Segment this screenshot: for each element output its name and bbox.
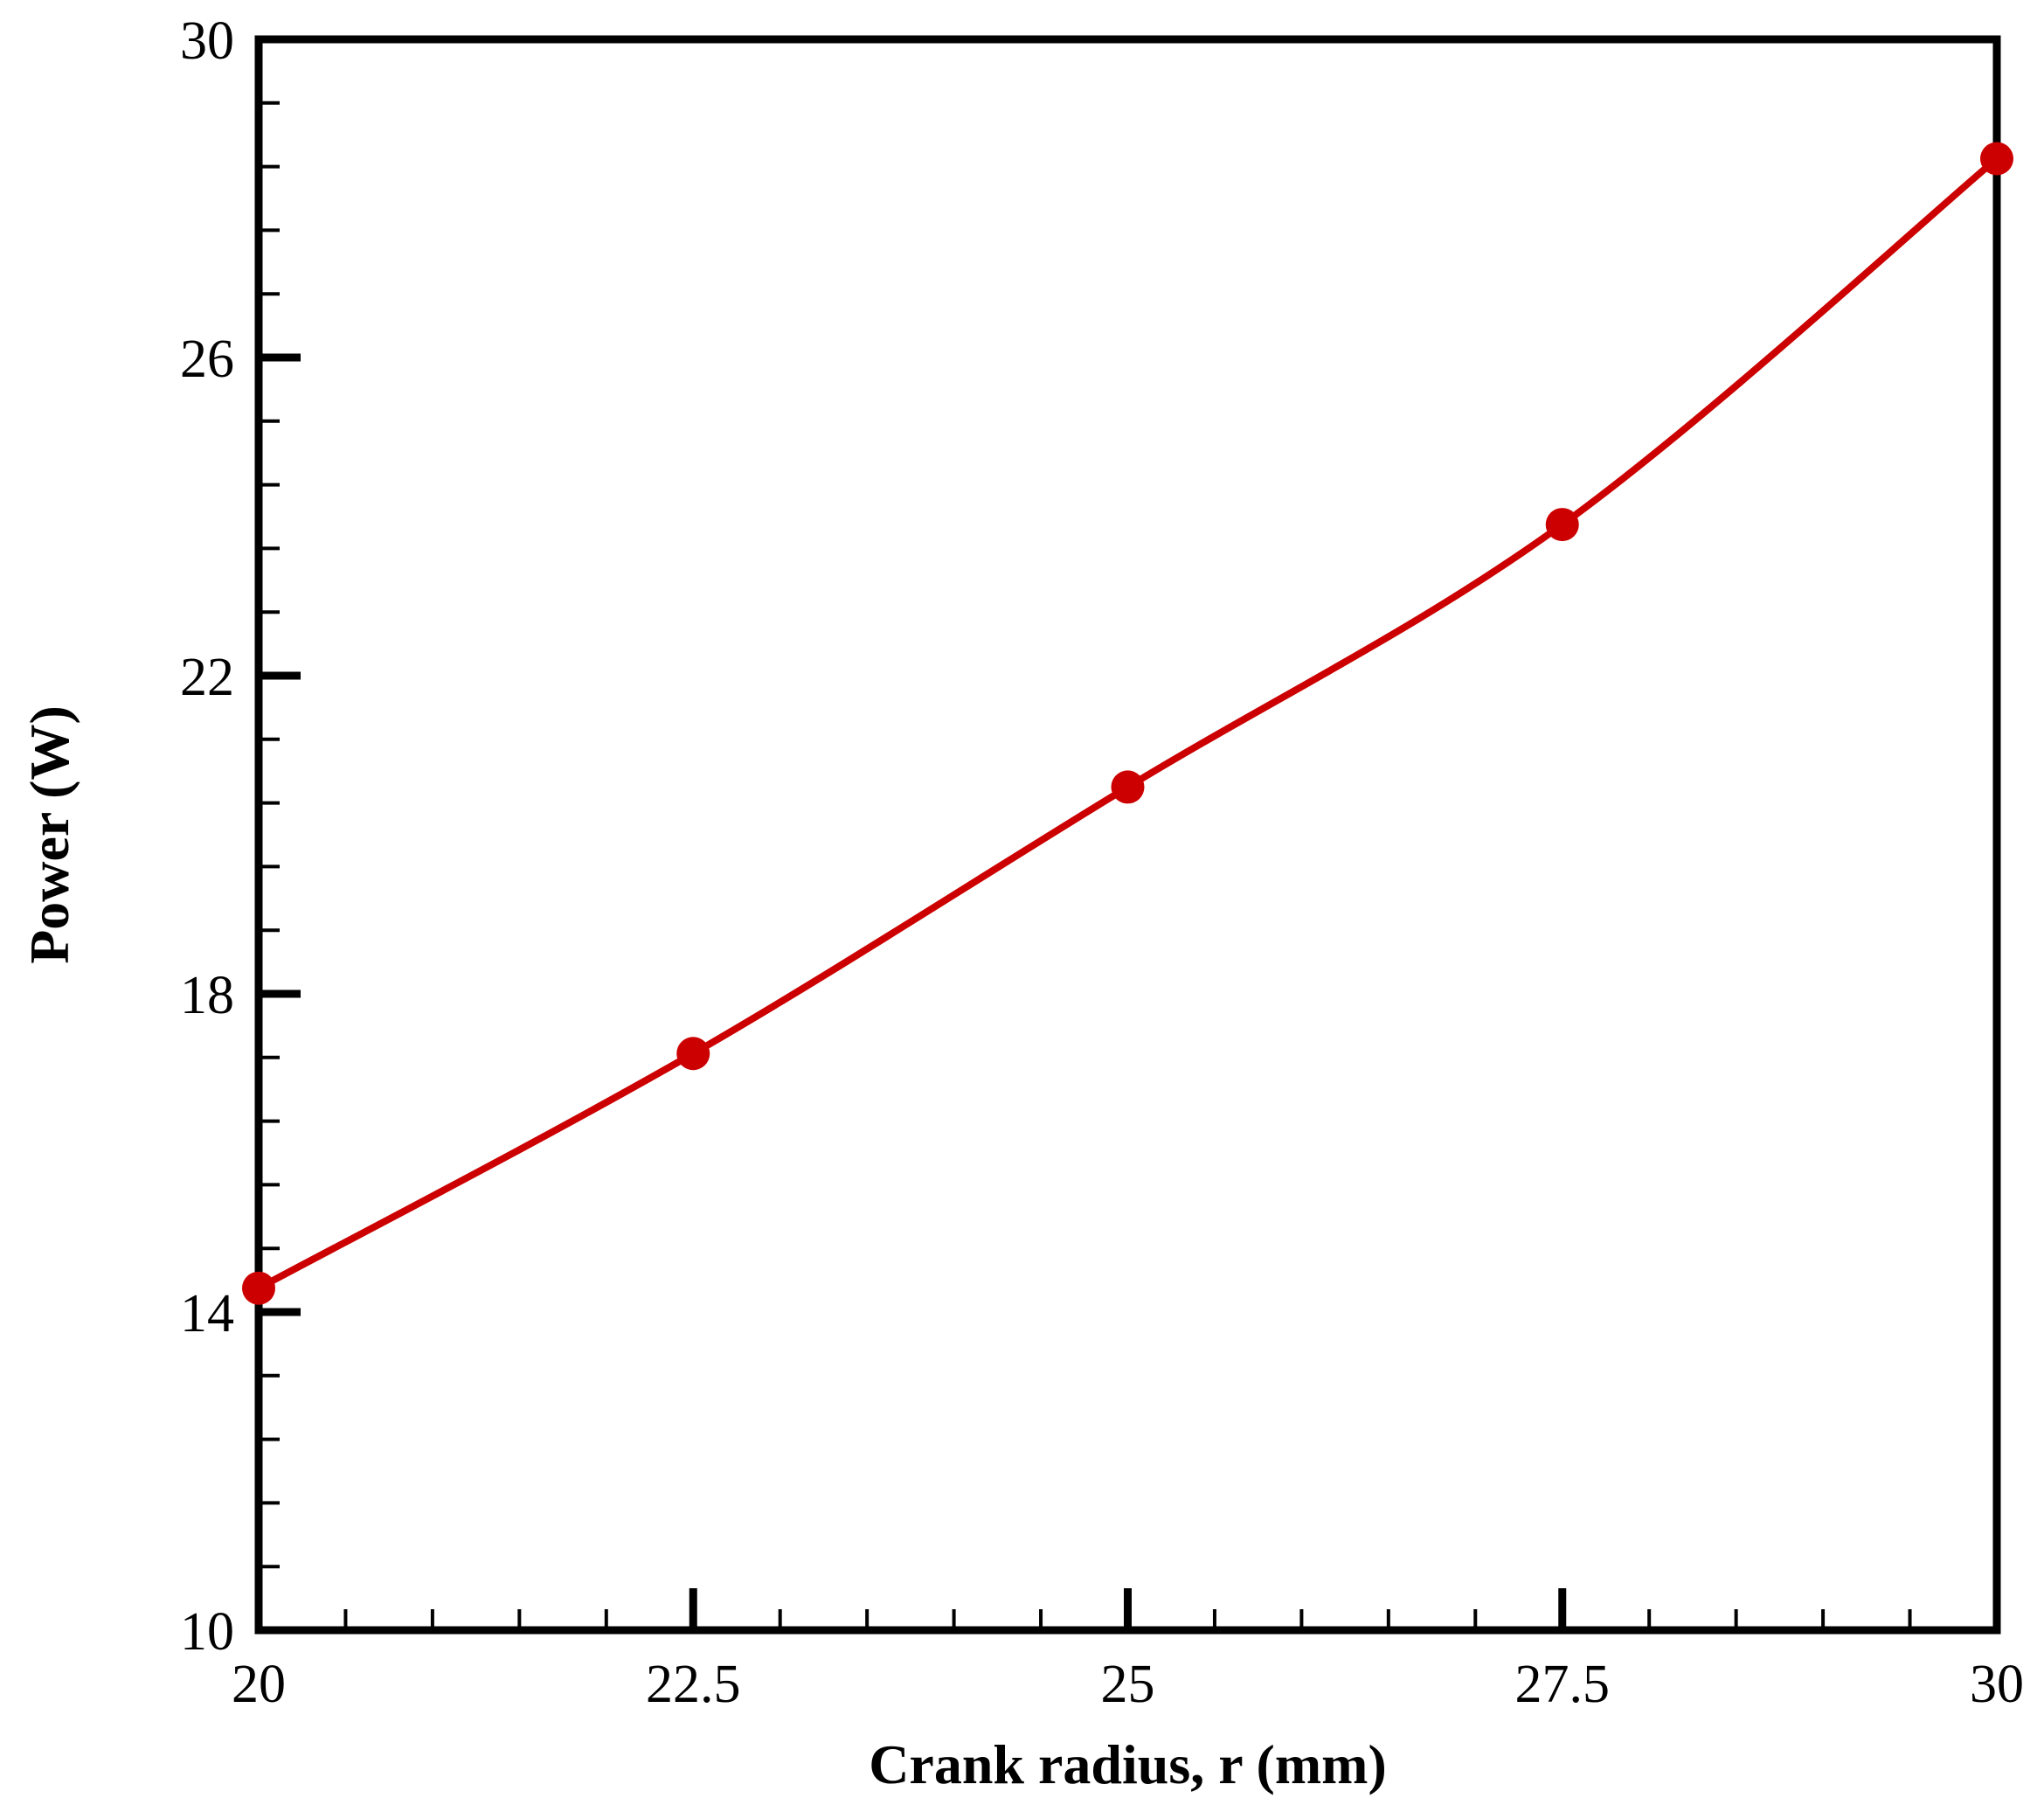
x-tick-label: 20 xyxy=(232,1655,286,1714)
x-tick-label: 22.5 xyxy=(646,1655,741,1714)
minor-ticks xyxy=(259,101,1912,1630)
y-tick-label: 10 xyxy=(180,1602,234,1662)
y-tick-label: 26 xyxy=(180,330,234,389)
y-tick-label: 22 xyxy=(180,648,234,707)
x-tick-label: 27.5 xyxy=(1515,1655,1611,1714)
tick-labels: 20 22.5 25 27.5 30 10 14 18 22 26 30 xyxy=(180,11,2024,1714)
data-point xyxy=(1111,770,1145,804)
x-tick-label: 25 xyxy=(1101,1655,1155,1714)
y-tick-label: 18 xyxy=(180,966,234,1025)
x-tick-label: 30 xyxy=(1970,1655,2024,1714)
series-layer xyxy=(242,142,2013,1305)
major-ticks xyxy=(254,35,2001,1635)
y-tick-label: 30 xyxy=(180,11,234,71)
plot-frame xyxy=(254,35,2001,1635)
data-point xyxy=(1980,142,2013,176)
data-point xyxy=(1545,508,1579,542)
data-point xyxy=(242,1271,275,1305)
y-axis-title: Power (W) xyxy=(18,705,80,964)
x-axis-title: Crank radius, r (mm) xyxy=(869,1733,1387,1795)
series-line xyxy=(257,156,1999,1292)
data-point xyxy=(676,1037,710,1071)
y-tick-label: 14 xyxy=(180,1284,234,1343)
